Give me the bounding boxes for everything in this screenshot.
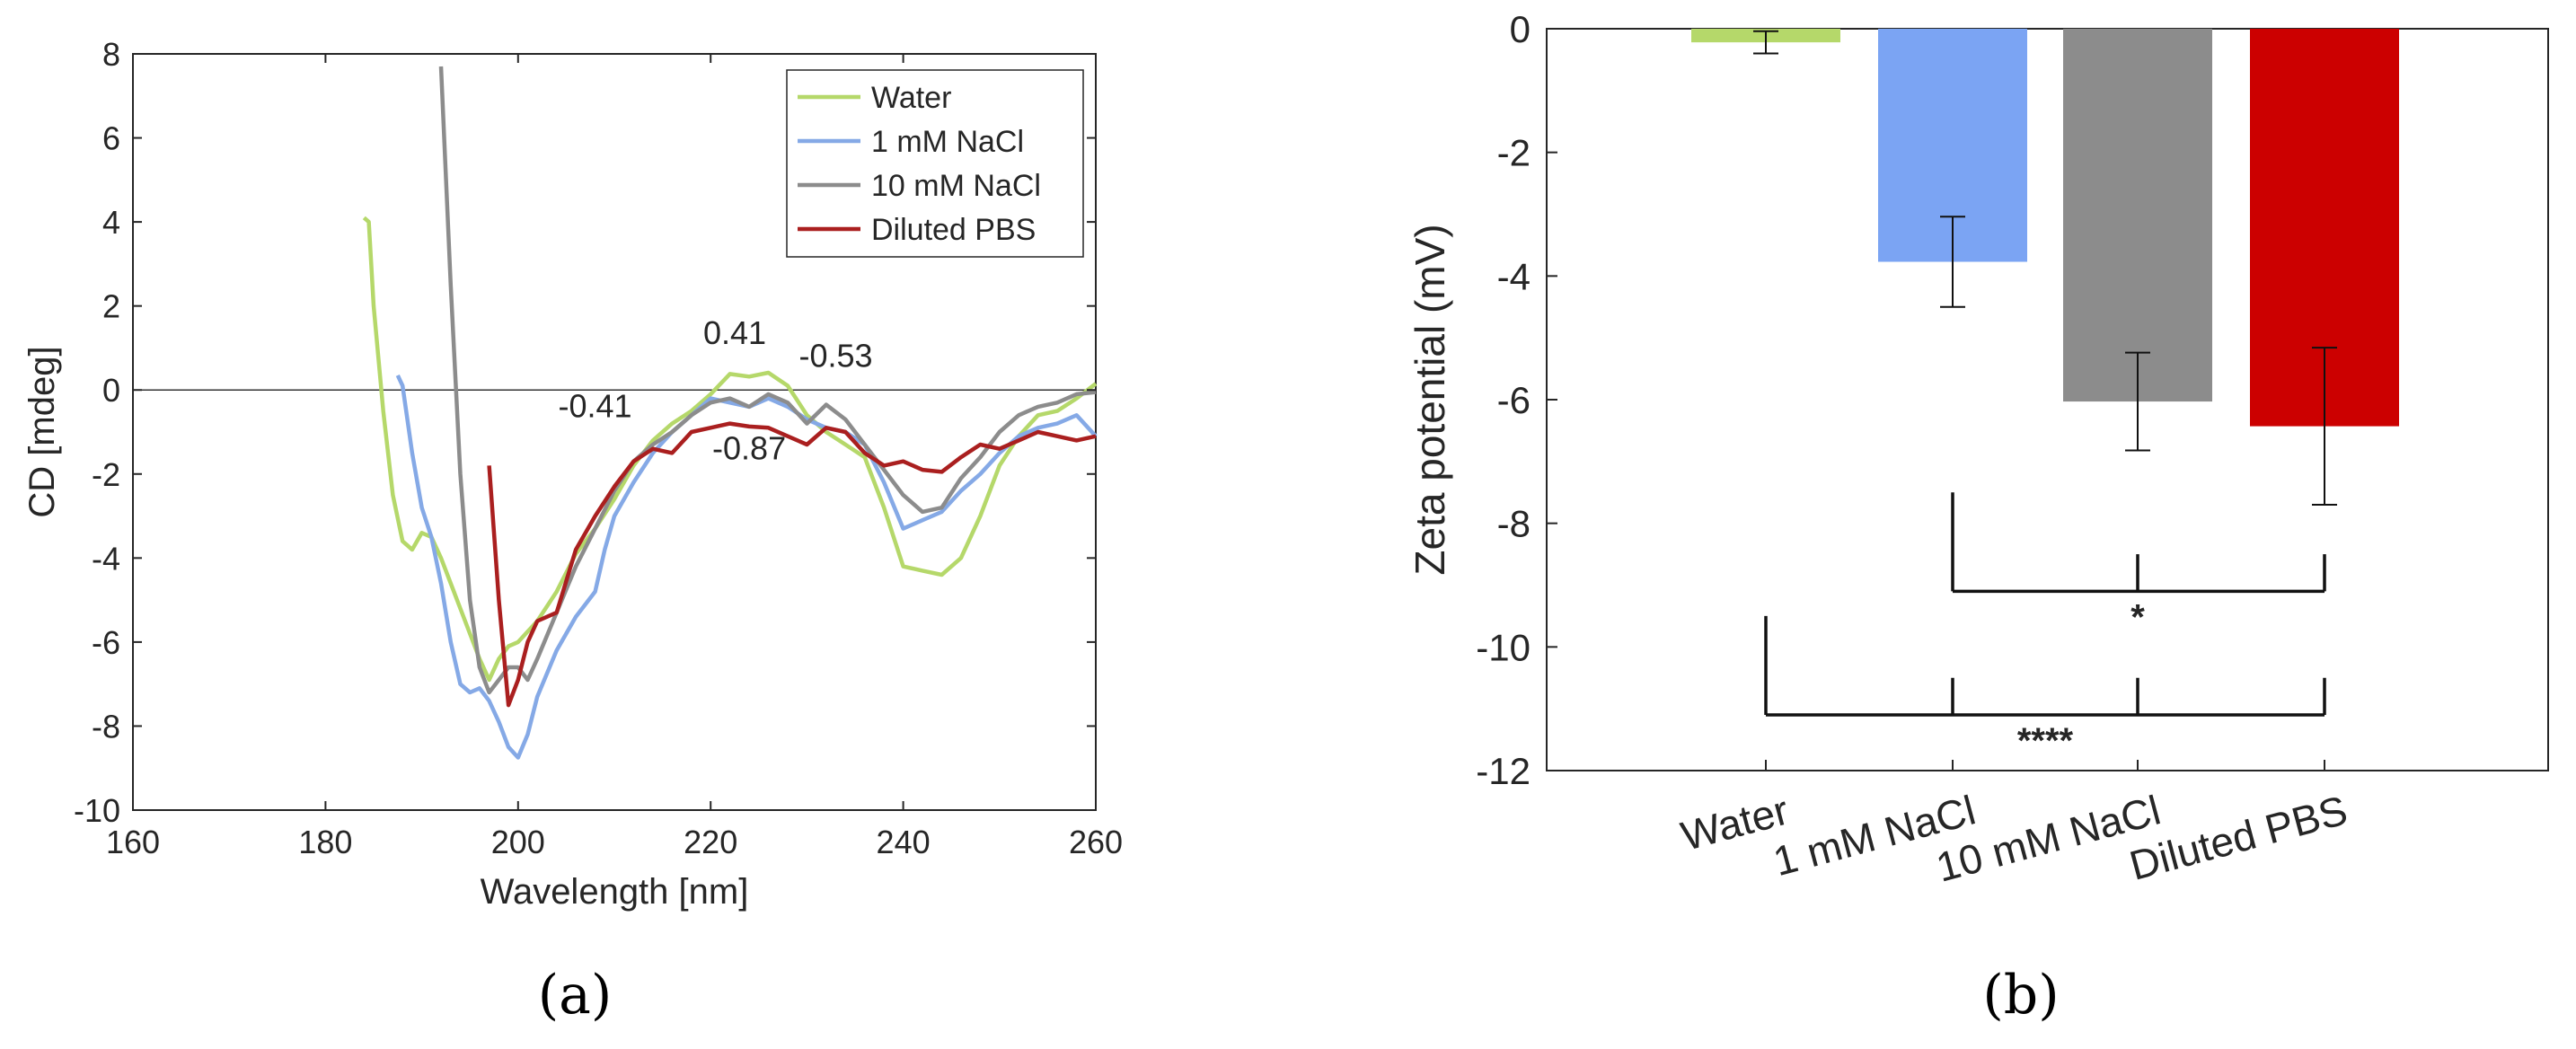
- cd-legend-label-1-mm-nacl: 1 mM NaCl: [871, 125, 1024, 159]
- cd-x-tick-label: 260: [1069, 824, 1123, 860]
- cd-x-tick-label: 200: [491, 824, 545, 860]
- cd-y-tick-label: -8: [92, 708, 120, 745]
- significance-label: ****: [2017, 721, 2074, 761]
- cd-y-tick-label: 4: [102, 204, 120, 241]
- significance-brackets: *****: [1764, 492, 2326, 761]
- zeta-y-tick-label: 0: [1510, 8, 1531, 50]
- cd-y-tick-label: -10: [74, 792, 120, 829]
- cd-annotation-label: -0.87: [712, 429, 786, 466]
- zeta-y-axis-label: Zeta potential (mV): [1407, 224, 1453, 575]
- cd-plot-frame: [132, 53, 1097, 811]
- cd-legend-box: [786, 69, 1084, 258]
- significance-label: *: [2130, 597, 2145, 637]
- cd-y-tick-label: -2: [92, 456, 120, 493]
- zeta-y-tick-label: -2: [1497, 132, 1531, 174]
- cd-series-1-mm-nacl: [395, 374, 1098, 760]
- zeta-y-tick-label: -6: [1497, 379, 1531, 421]
- zeta-bars-group: [1691, 29, 2399, 507]
- cd-series-diluted-pbs: [487, 421, 1097, 708]
- cd-x-tick-label: 220: [684, 824, 737, 860]
- cd-series-group: [362, 66, 1098, 760]
- cd-y-tick-label: 6: [102, 120, 120, 157]
- cd-x-tick-label: 240: [877, 824, 931, 860]
- cd-annotations: 0.41 -0.53 -0.41 -0.87: [559, 314, 873, 467]
- zeta-y-tick-label: -12: [1476, 750, 1531, 792]
- cd-y-tick-label: 2: [102, 288, 120, 325]
- zeta-y-tick-label: -4: [1497, 255, 1531, 297]
- cd-x-axis-label: Wavelength [nm]: [481, 872, 749, 912]
- cd-y-tick-label: -4: [92, 540, 120, 577]
- cd-annotation-label: -0.53: [799, 337, 873, 374]
- cd-y-tick-label: -6: [92, 624, 120, 661]
- cd-legend-label-10-mm-nacl: 10 mM NaCl: [871, 169, 1041, 203]
- cd-axis-ticks: 160 180 200 220 240 260 -10 -8 -6 -4 -2 0 2 4 6 8: [74, 36, 1123, 860]
- cd-legend-label-water: Water: [871, 81, 951, 115]
- cd-annotation-label: -0.41: [559, 388, 632, 425]
- cd-y-tick-label: 8: [102, 36, 120, 73]
- cd-y-tick-label: 0: [102, 372, 120, 409]
- cd-annotation-label: 0.41: [703, 314, 766, 351]
- zeta-y-tick-label: -8: [1497, 503, 1531, 545]
- cd-x-tick-label: 180: [298, 824, 352, 860]
- cd-x-tick-label: 160: [106, 824, 160, 860]
- cd-y-axis-label: CD [mdeg]: [22, 346, 62, 517]
- cd-legend-label-diluted-pbs: Diluted PBS: [871, 213, 1036, 247]
- cd-legend: Water 1 mM NaCl 10 mM NaCl Diluted PBS: [786, 69, 1084, 258]
- zeta-y-tick-label: -10: [1476, 626, 1531, 668]
- cd-series-water: [362, 216, 1098, 683]
- zeta-bar-10-mm-nacl: [2063, 29, 2212, 402]
- panel-b-label: (b): [1982, 964, 2059, 1027]
- panel-a-label: (a): [538, 964, 613, 1027]
